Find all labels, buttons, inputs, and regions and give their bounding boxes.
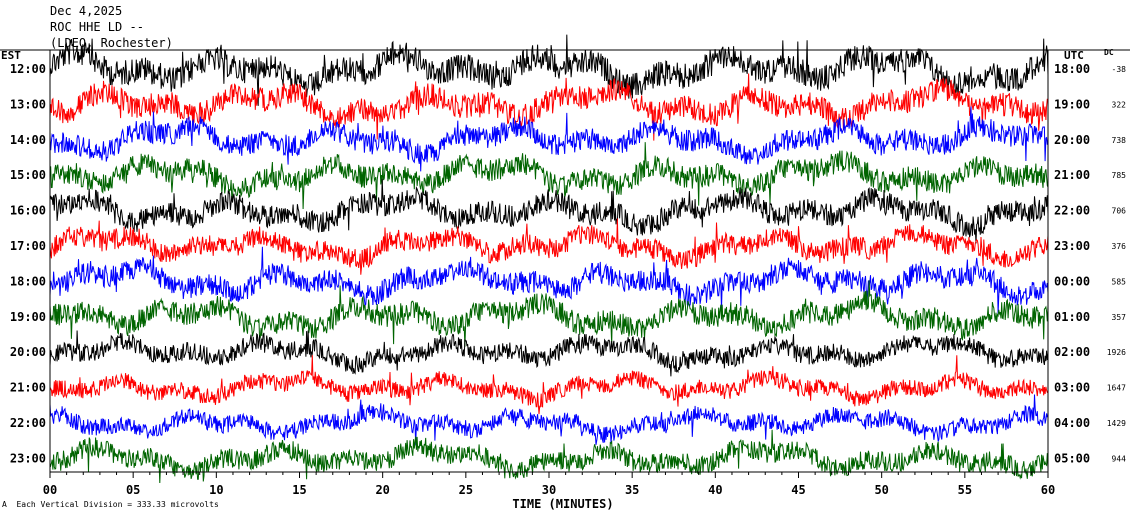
utc-hour-label: 01:00	[1054, 310, 1090, 324]
utc-hour-label: 19:00	[1054, 97, 1090, 111]
est-hour-label: 23:00	[10, 451, 46, 465]
left-axis-label: EST	[1, 49, 21, 62]
est-hour-label: 18:00	[10, 274, 46, 288]
axis-labels: TIME (MINUTES) 12:00 18:00 -38 13:00 19:00 32…	[10, 62, 1126, 511]
right-axis-label: UTC	[1064, 49, 1084, 62]
x-tick-label: 55	[958, 483, 972, 497]
est-hour-label: 21:00	[10, 381, 46, 395]
est-hour-label: 16:00	[10, 204, 46, 218]
utc-hour-label: 21:00	[1054, 168, 1090, 182]
trace-2000	[49, 330, 1049, 377]
dc-offset-label: 376	[1112, 242, 1127, 251]
dc-offset-label: -38	[1112, 65, 1127, 74]
x-tick-label: 25	[459, 483, 473, 497]
footer-scale-note: A Each Vertical Division = 333.33 microv…	[2, 500, 219, 509]
footer-text: Each Vertical Division = 333.33 microvol…	[16, 500, 219, 509]
trace-1800	[49, 246, 1049, 314]
x-tick-label: 20	[375, 483, 389, 497]
trace-1900	[49, 280, 1049, 347]
est-hour-label: 12:00	[10, 62, 46, 76]
dc-offset-label: 1647	[1107, 384, 1126, 393]
header-date: Dec 4,2025	[50, 4, 123, 18]
x-tick-label: 40	[708, 483, 722, 497]
footer-mark: A	[2, 500, 7, 509]
utc-hour-label: 04:00	[1054, 416, 1090, 430]
x-tick-label: 30	[542, 483, 556, 497]
dc-offset-label: 1926	[1107, 348, 1126, 357]
trace-1700	[49, 218, 1049, 275]
dc-offset-label: 706	[1112, 207, 1127, 216]
est-hour-label: 14:00	[10, 133, 46, 147]
trace-1500	[49, 142, 1049, 210]
trace-2100	[49, 355, 1049, 415]
x-tick-label: 50	[874, 483, 888, 497]
trace-layer	[49, 34, 1049, 484]
est-hour-label: 17:00	[10, 239, 46, 253]
trace-2300	[49, 429, 1049, 484]
header-station: ROC HHE LD --	[50, 20, 144, 34]
est-hour-label: 22:00	[10, 416, 46, 430]
dc-offset-label: 357	[1112, 313, 1127, 322]
est-hour-label: 20:00	[10, 345, 46, 359]
plot-frame	[0, 49, 1130, 478]
dc-offset-label: 738	[1112, 136, 1127, 145]
utc-hour-label: 22:00	[1054, 204, 1090, 218]
trace-1300	[49, 73, 1049, 141]
dc-offset-label: 322	[1112, 100, 1127, 109]
trace-1600	[49, 178, 1049, 244]
trace-1400	[49, 106, 1049, 172]
utc-hour-label: 05:00	[1054, 451, 1090, 465]
dc-column-label: DC	[1104, 48, 1114, 57]
dc-offset-label: 1429	[1107, 419, 1126, 428]
utc-hour-label: 18:00	[1054, 62, 1090, 76]
x-tick-label: 15	[292, 483, 306, 497]
x-tick-label: 35	[625, 483, 639, 497]
est-hour-label: 15:00	[10, 168, 46, 182]
dc-offset-label: 585	[1112, 277, 1127, 286]
est-hour-label: 19:00	[10, 310, 46, 324]
trace-2200	[49, 394, 1049, 446]
utc-hour-label: 23:00	[1054, 239, 1090, 253]
est-hour-label: 13:00	[10, 97, 46, 111]
utc-hour-label: 03:00	[1054, 381, 1090, 395]
x-tick-label: 10	[209, 483, 223, 497]
utc-hour-label: 02:00	[1054, 345, 1090, 359]
x-tick-label: 05	[126, 483, 140, 497]
utc-hour-label: 20:00	[1054, 133, 1090, 147]
utc-hour-label: 00:00	[1054, 274, 1090, 288]
x-axis-label: TIME (MINUTES)	[512, 497, 613, 511]
x-tick-label: 60	[1041, 483, 1055, 497]
dc-offset-label: 785	[1112, 171, 1127, 180]
dc-offset-label: 944	[1112, 454, 1127, 463]
trace-1200	[49, 34, 1049, 106]
x-tick-label: 00	[43, 483, 57, 497]
x-tick-label: 45	[791, 483, 805, 497]
